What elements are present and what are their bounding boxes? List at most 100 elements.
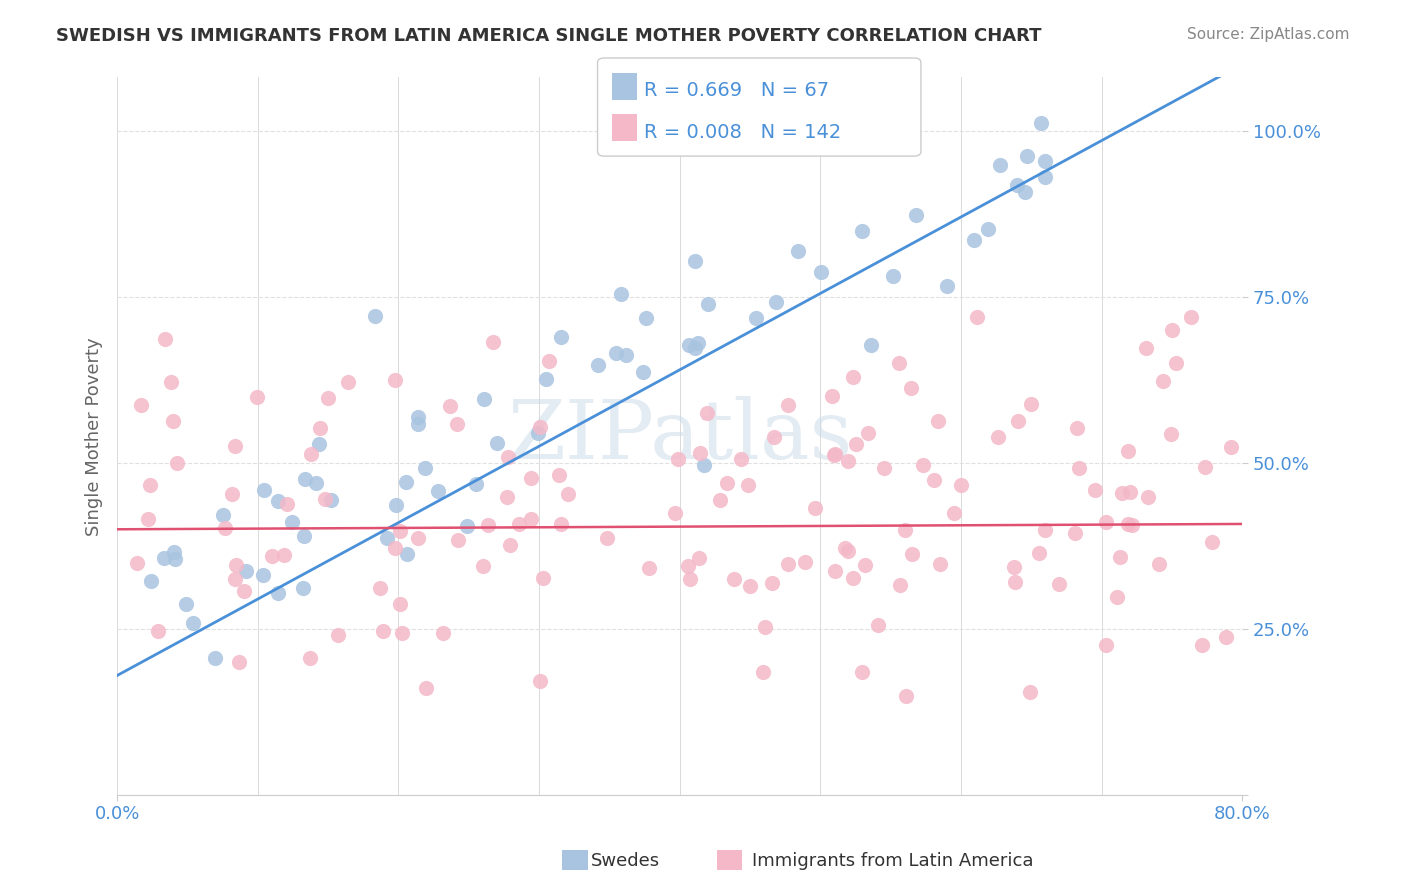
Point (166, 456, 188, 470)
Point (228, 656, 250, 670)
Point (949, 477, 972, 491)
Point (1029, 116, 1052, 130)
Point (328, 628, 350, 642)
Point (1028, 546, 1050, 560)
Point (751, 665, 773, 679)
Point (267, 494, 290, 508)
Point (1109, 549, 1132, 564)
Text: Source: ZipAtlas.com: Source: ZipAtlas.com (1187, 27, 1350, 42)
Point (678, 559, 700, 574)
Point (943, 506, 966, 520)
Point (851, 665, 873, 680)
Point (148, 624, 170, 638)
Point (866, 617, 889, 632)
Point (1014, 185, 1036, 199)
Point (1116, 516, 1139, 531)
Point (153, 332, 176, 346)
Point (664, 506, 686, 520)
Text: Swedes: Swedes (591, 852, 659, 870)
Point (308, 421, 330, 435)
Point (291, 581, 314, 595)
Point (395, 547, 418, 561)
Point (163, 545, 186, 559)
Point (163, 551, 186, 566)
Point (406, 417, 429, 432)
Point (1161, 323, 1184, 337)
Point (936, 279, 959, 293)
Point (776, 558, 799, 572)
Point (761, 575, 783, 590)
Point (776, 399, 799, 413)
Point (586, 359, 609, 373)
Point (853, 558, 876, 572)
Point (385, 498, 408, 512)
Point (977, 222, 1000, 236)
Point (889, 578, 911, 592)
Point (406, 410, 429, 425)
Point (1021, 397, 1043, 411)
Point (384, 541, 406, 556)
Point (824, 564, 846, 578)
Point (1002, 560, 1025, 574)
Point (1166, 356, 1188, 370)
Point (321, 492, 343, 507)
Point (364, 309, 387, 323)
Point (738, 579, 761, 593)
Point (415, 681, 437, 696)
Text: R = 0.669   N = 67: R = 0.669 N = 67 (644, 81, 830, 101)
Point (845, 437, 868, 451)
Text: Immigrants from Latin America: Immigrants from Latin America (752, 852, 1033, 870)
Point (281, 516, 304, 530)
Point (520, 512, 543, 526)
Point (162, 413, 184, 427)
Point (294, 472, 316, 486)
Point (337, 376, 360, 390)
Point (1047, 576, 1070, 591)
Point (803, 501, 825, 516)
Point (614, 348, 637, 362)
Point (821, 389, 844, 403)
Point (456, 519, 478, 533)
Point (605, 346, 627, 360)
Point (160, 376, 183, 390)
Point (529, 673, 551, 688)
Point (1105, 590, 1128, 604)
Text: SWEDISH VS IMMIGRANTS FROM LATIN AMERICA SINGLE MOTHER POVERTY CORRELATION CHART: SWEDISH VS IMMIGRANTS FROM LATIN AMERICA… (56, 27, 1042, 45)
Point (221, 487, 243, 501)
Point (174, 597, 197, 611)
Point (308, 437, 330, 451)
Point (987, 430, 1010, 444)
Point (683, 342, 706, 356)
Point (252, 568, 274, 582)
Point (1220, 440, 1243, 454)
Point (486, 435, 509, 450)
Point (693, 458, 716, 473)
Point (1063, 526, 1085, 541)
Point (446, 417, 468, 431)
Point (823, 448, 845, 462)
Point (225, 558, 247, 572)
Point (534, 372, 557, 386)
Point (1067, 460, 1090, 475)
Point (273, 548, 295, 562)
Point (794, 555, 817, 569)
Point (873, 460, 896, 475)
Point (316, 391, 339, 405)
Y-axis label: Single Mother Poverty: Single Mother Poverty (86, 337, 103, 535)
Point (1033, 170, 1056, 185)
Point (152, 550, 174, 565)
Point (893, 523, 915, 537)
Point (447, 533, 470, 547)
Point (900, 547, 922, 561)
Point (966, 310, 988, 324)
Point (685, 253, 707, 268)
Text: ZIPatlas: ZIPatlas (508, 396, 852, 476)
Point (754, 619, 776, 633)
Point (1095, 515, 1118, 529)
Point (730, 452, 752, 467)
Point (834, 541, 856, 556)
Point (1084, 483, 1107, 497)
Point (432, 626, 454, 640)
Point (298, 650, 321, 665)
Point (375, 531, 398, 545)
